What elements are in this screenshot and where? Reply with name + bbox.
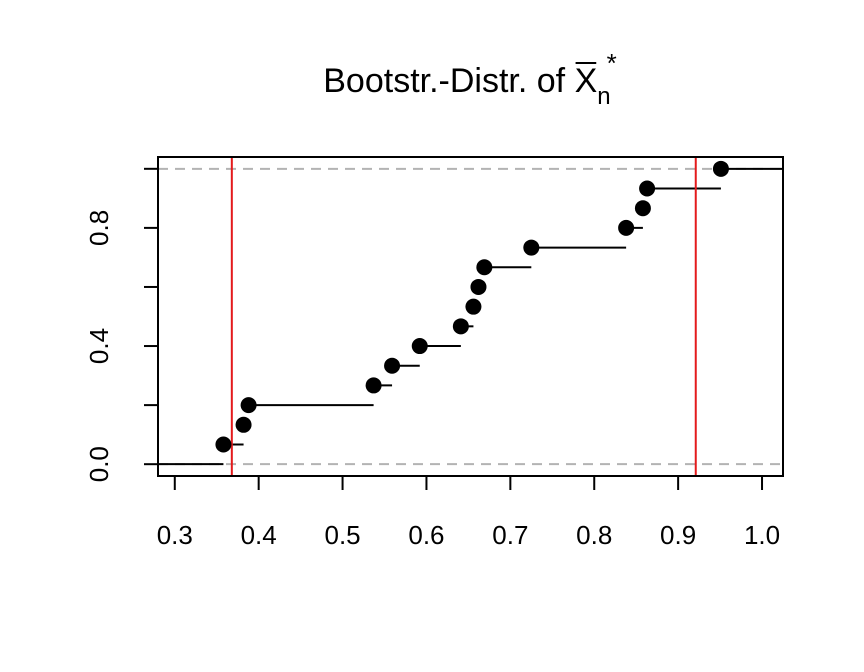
- x-tick-label-1: 0.4: [241, 520, 277, 550]
- data-point-3: [365, 377, 382, 394]
- data-point-11: [618, 219, 635, 236]
- y-tick-label-0: 0.0: [84, 446, 114, 482]
- data-point-0: [215, 436, 232, 453]
- x-tick-label-0: 0.3: [157, 520, 193, 550]
- chart-title-prefix: Bootstr.-Distr. of: [323, 62, 574, 100]
- data-point-4: [384, 357, 401, 374]
- x-tick-label-7: 1.0: [744, 520, 780, 550]
- plot-frame: [157, 156, 784, 477]
- x-tick-label-2: 0.5: [324, 520, 360, 550]
- x-tick-label-4: 0.7: [492, 520, 528, 550]
- data-point-5: [411, 338, 428, 355]
- x-tick-label-6: 0.9: [660, 520, 696, 550]
- chart-title-symbol: X: [575, 62, 598, 100]
- y-tick-label-2: 0.8: [84, 210, 114, 246]
- chart-title: Bootstr.-Distr. of Xn *: [323, 48, 616, 110]
- data-point-13: [639, 180, 656, 197]
- data-point-6: [452, 318, 469, 335]
- chart-title-superscript: *: [607, 48, 617, 78]
- y-tick-label-1: 0.4: [84, 328, 114, 364]
- x-tick-label-5: 0.8: [576, 520, 612, 550]
- x-tick-label-3: 0.6: [408, 520, 444, 550]
- chart-title-subscript: n: [597, 83, 610, 110]
- data-point-14: [712, 160, 729, 177]
- data-point-2: [240, 397, 257, 414]
- data-point-10: [523, 239, 540, 256]
- data-point-9: [476, 259, 493, 276]
- data-point-7: [465, 298, 482, 315]
- data-point-8: [470, 278, 487, 295]
- data-point-1: [235, 416, 252, 433]
- data-point-12: [634, 200, 651, 217]
